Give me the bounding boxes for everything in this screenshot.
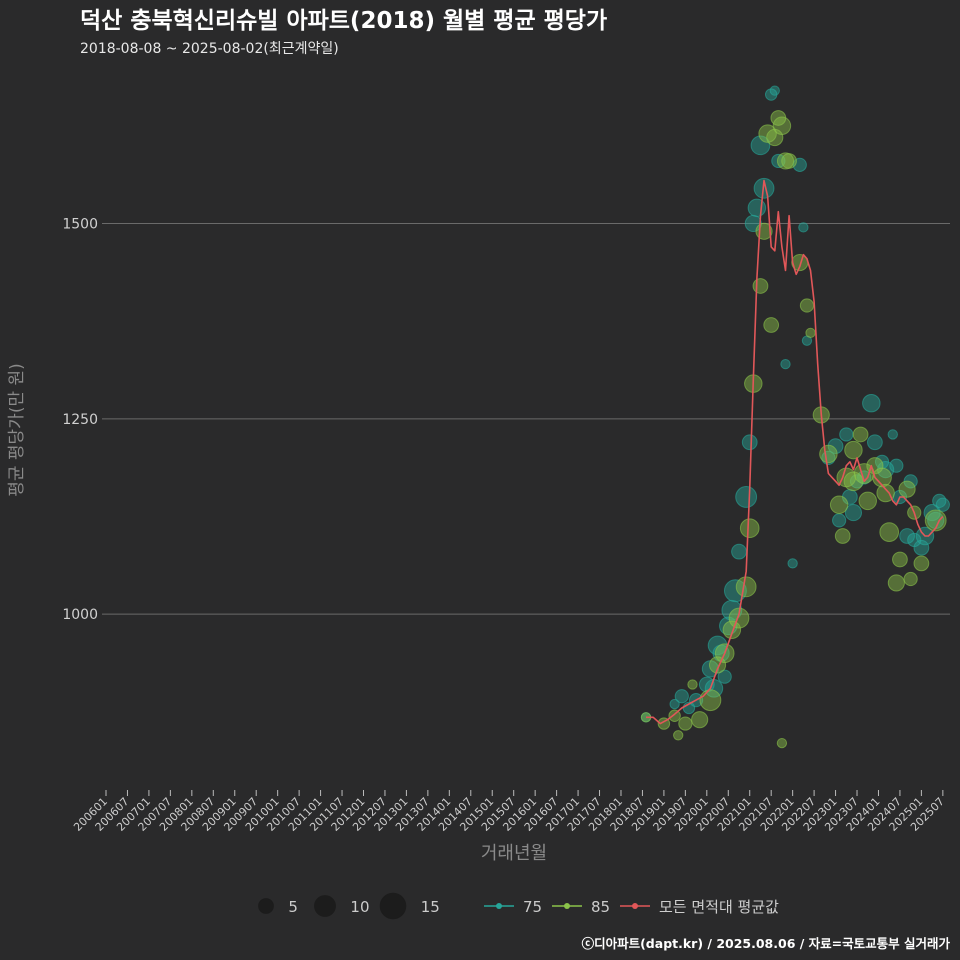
- point-75-25: [787, 558, 798, 569]
- point-75-38: [867, 434, 883, 451]
- point-75-19: [750, 135, 771, 156]
- point-85-26: [799, 298, 815, 313]
- point-85-34: [843, 471, 864, 492]
- legend-size-label-10: 10: [350, 898, 369, 916]
- y-axis-label: 평균 평당가(만 원): [7, 363, 27, 497]
- point-75-41: [887, 429, 898, 440]
- point-75-24: [780, 358, 791, 370]
- point-75-30: [827, 438, 844, 455]
- legend: 5 10 15 75 85 모든 면적대 평균값: [258, 892, 779, 920]
- legend-size-label-5: 5: [288, 898, 298, 916]
- point-75-22: [769, 85, 780, 96]
- point-85-44: [898, 480, 916, 498]
- legend-label-1: 85: [591, 898, 610, 916]
- point-75-10: [717, 669, 732, 684]
- point-85-43: [892, 551, 908, 568]
- point-75-52: [935, 497, 950, 512]
- point-85-24: [776, 737, 788, 749]
- point-85-10: [722, 620, 742, 640]
- point-85-31: [834, 528, 851, 544]
- point-75-27: [798, 222, 809, 233]
- point-75-1: [669, 698, 680, 710]
- point-75-2: [674, 689, 689, 704]
- chart-title: 덕산 충북혁신리슈빌 아파트(2018) 월별 평균 평당가: [80, 8, 607, 34]
- point-75-12: [721, 599, 743, 621]
- legend-dot-1: [564, 903, 570, 909]
- point-85-33: [844, 440, 863, 460]
- point-85-40: [876, 483, 895, 503]
- point-85-22: [776, 152, 795, 170]
- point-85-23: [781, 153, 797, 169]
- point-75-23: [771, 153, 786, 169]
- point-85-39: [872, 467, 892, 488]
- point-85-37: [858, 491, 877, 511]
- point-85-30: [829, 495, 849, 515]
- legend-dot-2: [632, 903, 638, 909]
- point-85-45: [903, 571, 918, 587]
- y-gridlines: [102, 222, 950, 615]
- x-axis-label: 거래년월: [481, 843, 547, 864]
- legend-size-circle-15: [379, 892, 407, 920]
- point-75-13: [723, 579, 747, 603]
- point-75-47: [913, 539, 930, 556]
- point-85-42: [887, 574, 905, 592]
- legend-size-circle-10: [314, 895, 336, 917]
- y-tick-label-1250: 1250: [62, 412, 98, 428]
- point-75-18: [747, 198, 767, 218]
- point-85-13: [739, 518, 760, 539]
- point-85-2: [668, 709, 681, 722]
- point-85-41: [879, 522, 900, 542]
- legend-label-0: 75: [523, 898, 542, 916]
- point-75-37: [862, 393, 881, 413]
- point-75-34: [844, 504, 863, 522]
- chart-subtitle: 2018-08-08 ~ 2025-08-02(최근계약일): [80, 41, 339, 57]
- point-75-44: [899, 528, 915, 544]
- average-line-layer: [646, 179, 944, 725]
- point-85-47: [913, 555, 930, 572]
- point-85-6: [691, 711, 709, 729]
- legend-size-circle-5: [258, 898, 274, 914]
- point-85-15: [752, 278, 769, 294]
- credit-text: ⓒ디아파트(dapt.kr) / 2025.08.06 / 자료=국토교통부 실…: [582, 936, 951, 951]
- legend-dot-0: [496, 903, 502, 909]
- point-85-29: [819, 444, 838, 464]
- point-75-15: [735, 486, 758, 508]
- point-75-36: [857, 470, 872, 485]
- point-75-16: [741, 434, 758, 451]
- point-85-4: [678, 716, 693, 731]
- point-85-21: [772, 116, 792, 136]
- point-75-14: [731, 543, 747, 560]
- point-75-20: [753, 177, 775, 199]
- y-tick-label-1500: 1500: [62, 216, 98, 232]
- point-75-32: [839, 427, 854, 442]
- y-tick-label-1000: 1000: [62, 607, 98, 623]
- point-85-18: [763, 317, 780, 333]
- point-75-31: [832, 513, 847, 528]
- average-line: [646, 179, 944, 725]
- point-85-3: [673, 730, 684, 741]
- point-85-12: [735, 576, 757, 598]
- y-tick-labels: 1000 1250 1500: [62, 216, 98, 623]
- legend-label-2: 모든 면적대 평균값: [659, 898, 779, 916]
- point-85-5: [687, 679, 698, 690]
- point-85-27: [805, 327, 816, 339]
- point-75-42: [889, 458, 904, 473]
- scatter-points: [640, 85, 950, 749]
- point-85-48: [924, 509, 947, 532]
- point-85-11: [728, 607, 750, 629]
- point-85-35: [852, 426, 869, 443]
- point-85-7: [699, 689, 722, 712]
- legend-size-label-15: 15: [421, 898, 440, 916]
